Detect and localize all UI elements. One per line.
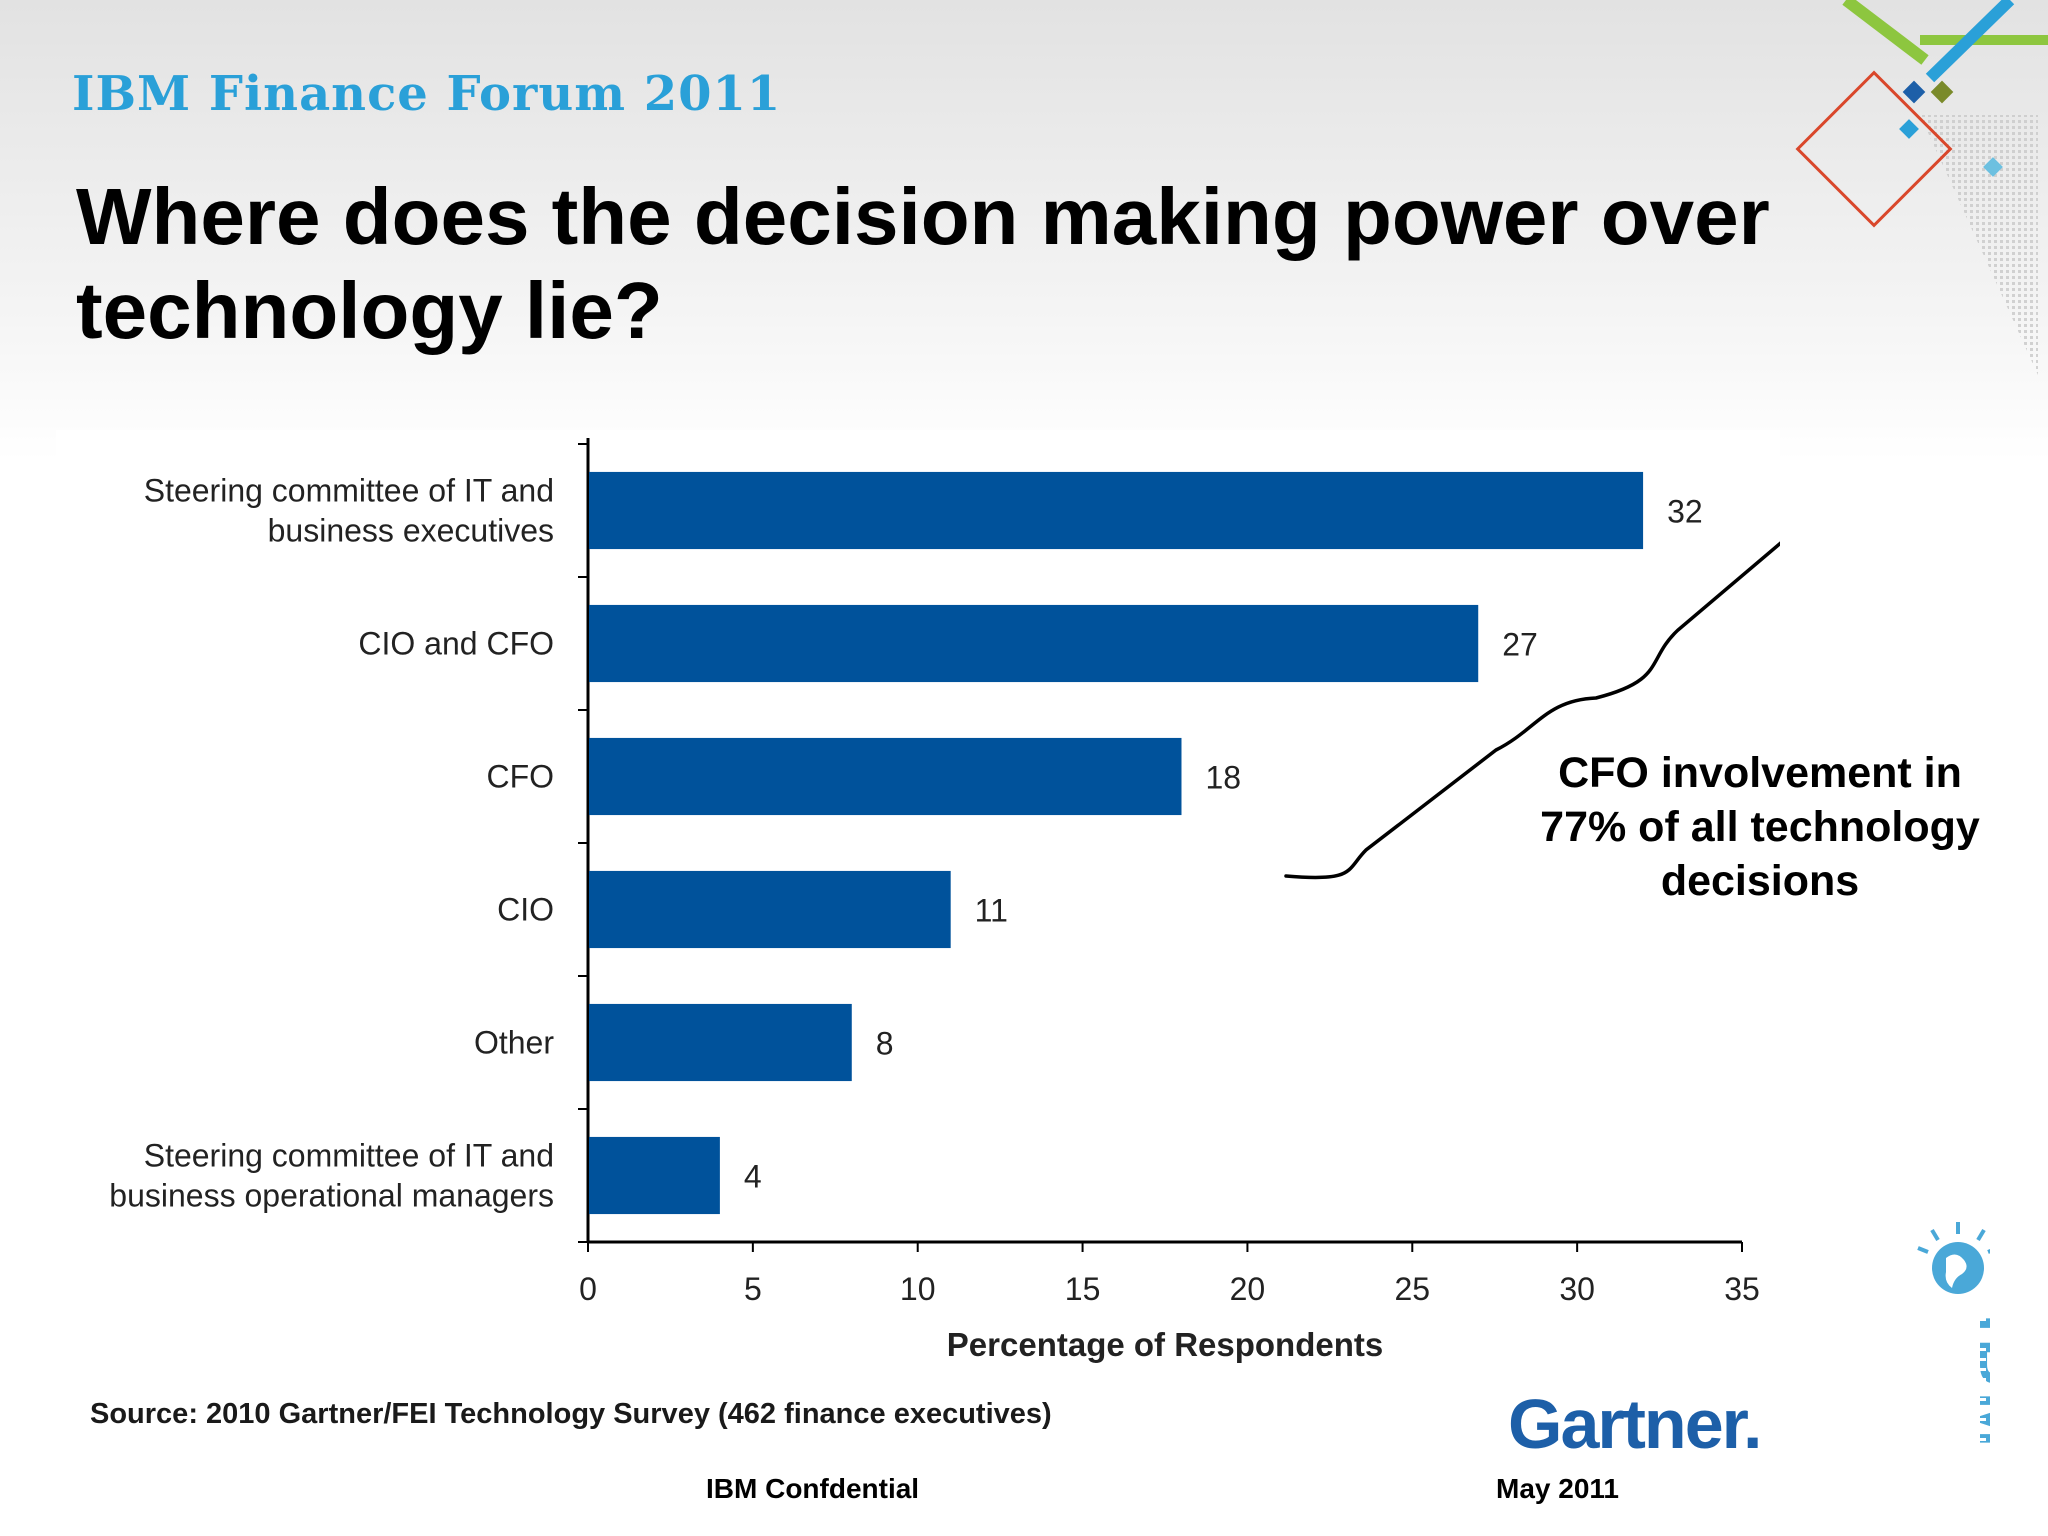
data-label: 18 bbox=[1205, 760, 1241, 796]
x-tick-label: 0 bbox=[579, 1271, 597, 1307]
data-label: 8 bbox=[876, 1026, 894, 1062]
data-label: 27 bbox=[1502, 627, 1538, 663]
bar bbox=[589, 604, 1479, 683]
category-label: CFO bbox=[486, 759, 554, 795]
bar bbox=[589, 1136, 720, 1215]
category-label: business operational managers bbox=[109, 1178, 554, 1214]
x-tick-label: 25 bbox=[1394, 1271, 1430, 1307]
data-label: 4 bbox=[744, 1159, 762, 1195]
bar bbox=[589, 471, 1644, 550]
x-tick-label: 20 bbox=[1230, 1271, 1266, 1307]
footer-date: May 2011 bbox=[1496, 1473, 1619, 1504]
ibm-logo: IBM bbox=[1914, 1222, 1990, 1461]
bar bbox=[589, 737, 1182, 816]
category-label: Steering committee of IT and bbox=[144, 1138, 554, 1174]
slide-title: Where does the decision making power ove… bbox=[76, 172, 1770, 355]
x-tick-label: 10 bbox=[900, 1271, 936, 1307]
smarter-planet-icon bbox=[1917, 1222, 1990, 1294]
bar-chart: 32 Steering committee of IT and business e… bbox=[109, 438, 1780, 1363]
category-label: CIO and CFO bbox=[358, 626, 554, 662]
corner-decoration bbox=[1795, 0, 2048, 375]
source-note: Source: 2010 Gartner/FEI Technology Surv… bbox=[90, 1398, 1052, 1430]
x-tick-label: 35 bbox=[1724, 1271, 1760, 1307]
forum-title: IBM Finance Forum 2011 bbox=[72, 66, 782, 122]
data-label: 32 bbox=[1667, 494, 1703, 530]
ibm-wordmark-stripes bbox=[1914, 1318, 1986, 1461]
x-tick-label: 15 bbox=[1065, 1271, 1101, 1307]
x-axis-title: Percentage of Respondents bbox=[947, 1326, 1383, 1363]
category-label: Other bbox=[474, 1025, 554, 1061]
ibm-wordmark: IBM bbox=[1966, 1314, 1990, 1453]
brace-annotation bbox=[1284, 541, 1780, 880]
category-label: business executives bbox=[268, 513, 554, 549]
data-label: 11 bbox=[975, 893, 1008, 929]
bar bbox=[589, 1003, 852, 1082]
x-tick-label: 5 bbox=[744, 1271, 762, 1307]
category-label: Steering committee of IT and bbox=[144, 473, 554, 509]
footer-confidential: IBM Confdential bbox=[706, 1473, 920, 1504]
category-label: CIO bbox=[497, 892, 554, 928]
chart-panel: 32 Steering committee of IT and business e… bbox=[56, 430, 1780, 1460]
gartner-logo: Gartner. bbox=[1508, 1385, 1762, 1463]
callout-text: CFO involvement in 77% of all technology… bbox=[1540, 749, 1980, 905]
bar bbox=[589, 870, 951, 949]
x-tick-label: 30 bbox=[1559, 1271, 1595, 1307]
